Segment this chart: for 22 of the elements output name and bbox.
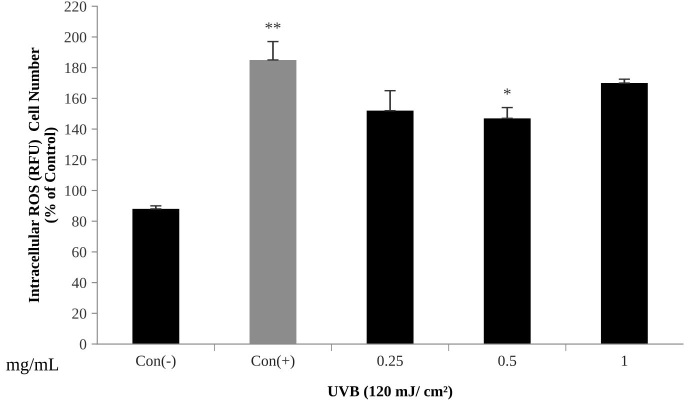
y-tick-label: 120	[65, 154, 86, 166]
annotation: *	[504, 88, 511, 95]
y-tick-label: 20	[72, 308, 86, 319]
y-tick-label: 80	[72, 216, 86, 227]
x-tick-label: 0.5	[498, 356, 516, 366]
y-axis-title: Intracellular ROS (RFU) Cell Number (% of Control)	[28, 48, 58, 302]
x-tick-label: Con(+)	[251, 355, 294, 369]
y-tick-label: 160	[65, 94, 86, 104]
y-tick-label: 0	[80, 339, 86, 350]
y-tick-label: 200	[64, 32, 86, 42]
text: mg/mL	[6, 358, 58, 374]
y-tick-label: 180	[65, 62, 86, 74]
y-tick-label: 60	[72, 247, 86, 258]
annotation: **	[265, 22, 281, 29]
y-tick-label: 220	[64, 1, 86, 12]
x-tick-label: Con(-)	[136, 355, 176, 369]
x-tick-label: 0.25	[377, 356, 403, 366]
y-tick-label: 40	[72, 278, 86, 288]
x-tick-label: 1	[622, 356, 628, 366]
x-axis-title: UVB (120 mJ/ cm²)	[328, 386, 452, 400]
y-tick-label: 140	[65, 124, 86, 135]
y-tick-label: 100	[65, 186, 86, 196]
